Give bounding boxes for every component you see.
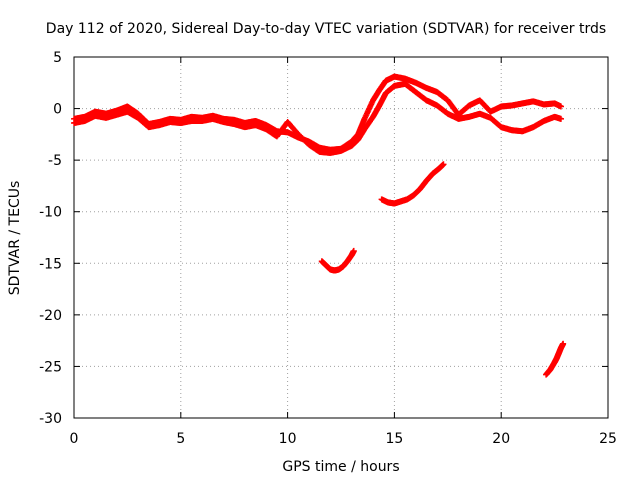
x-tick-label: 20 bbox=[492, 431, 510, 447]
y-axis-tick-labels: -30 -25 -20 -15 -10 -5 0 5 bbox=[39, 50, 62, 427]
y-tick-label: -25 bbox=[39, 359, 62, 375]
y-tick-label: -15 bbox=[39, 256, 62, 272]
x-tick-label: 15 bbox=[385, 431, 403, 447]
y-tick-label: -20 bbox=[39, 308, 62, 324]
y-tick-label: 0 bbox=[53, 102, 62, 118]
data-series bbox=[71, 80, 565, 156]
x-tick-label: 5 bbox=[176, 431, 185, 447]
data-point bbox=[558, 115, 565, 122]
x-tick-label: 0 bbox=[70, 431, 79, 447]
y-axis-label: SDTVAR / TECUs bbox=[7, 181, 23, 296]
data-point bbox=[350, 247, 357, 254]
data-series bbox=[318, 247, 357, 274]
x-axis-label: GPS time / hours bbox=[282, 459, 399, 475]
y-tick-label: 5 bbox=[53, 50, 62, 66]
y-tick-label: -10 bbox=[39, 205, 62, 221]
data-series bbox=[543, 340, 567, 378]
data-series bbox=[378, 161, 447, 207]
data-point bbox=[558, 103, 565, 110]
y-tick-label: -5 bbox=[48, 153, 62, 169]
grid-lines bbox=[74, 57, 608, 418]
x-tick-label: 10 bbox=[279, 431, 297, 447]
data-series bbox=[71, 73, 565, 153]
plot-frame bbox=[73, 56, 609, 419]
axis-ticks bbox=[73, 56, 609, 419]
chart-title: Day 112 of 2020, Sidereal Day-to-day VTE… bbox=[46, 21, 606, 37]
y-tick-label: -30 bbox=[39, 411, 62, 427]
data-point bbox=[560, 340, 567, 347]
data-point bbox=[440, 161, 447, 168]
x-axis-tick-labels: 0 5 10 15 20 25 bbox=[70, 431, 617, 447]
data-points bbox=[71, 73, 567, 378]
x-tick-label: 25 bbox=[599, 431, 617, 447]
